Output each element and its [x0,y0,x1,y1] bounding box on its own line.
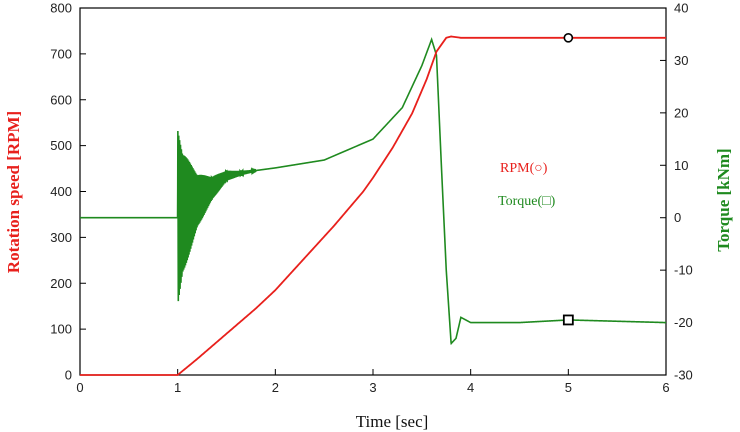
left-y-tick-label: 700 [50,46,72,61]
legend-torque: Torque(□) [498,194,556,209]
left-y-tick-label: 100 [50,322,72,337]
x-tick-label: 5 [565,380,572,395]
right-y-tick-label: -30 [674,368,693,383]
series-torque-line [80,37,666,346]
left-y-tick-label: 300 [50,230,72,245]
left-y-axis-label: Rotation speed [RPM] [4,111,23,273]
right-y-axis-ticks: -30 -20 -10 0 10 20 30 40 [660,1,693,383]
right-y-tick-label: 40 [674,1,688,16]
x-tick-label: 3 [369,380,376,395]
legend-rpm: RPM(○) [500,161,548,176]
right-y-tick-label: 0 [674,210,681,225]
x-tick-label: 1 [174,380,181,395]
torque-square-marker [562,314,574,326]
x-tick-label: 2 [272,380,279,395]
left-y-tick-label: 200 [50,276,72,291]
left-y-axis-ticks: 0 100 200 300 400 500 600 700 800 [50,1,86,383]
right-y-tick-label: 20 [674,105,688,120]
left-y-tick-label: 600 [50,92,72,107]
right-y-tick-label: 10 [674,158,688,173]
left-y-tick-label: 400 [50,184,72,199]
x-tick-label: 4 [467,380,474,395]
series-rpm-line [80,35,666,376]
right-y-tick-label: -10 [674,263,693,278]
left-y-tick-label: 500 [50,138,72,153]
rpm-circle-marker [563,33,574,43]
left-y-tick-label: 0 [65,368,72,383]
x-axis-ticks: 0 1 2 3 4 5 6 [76,369,670,395]
left-y-tick-label: 800 [50,1,72,16]
right-y-axis-label: Torque [kNm] [714,148,733,251]
x-tick-label: 0 [76,380,83,395]
x-axis-label: Time [sec] [356,412,429,431]
right-y-tick-label: -20 [674,315,693,330]
x-tick-label: 6 [662,380,669,395]
right-y-tick-label: 30 [674,53,688,68]
